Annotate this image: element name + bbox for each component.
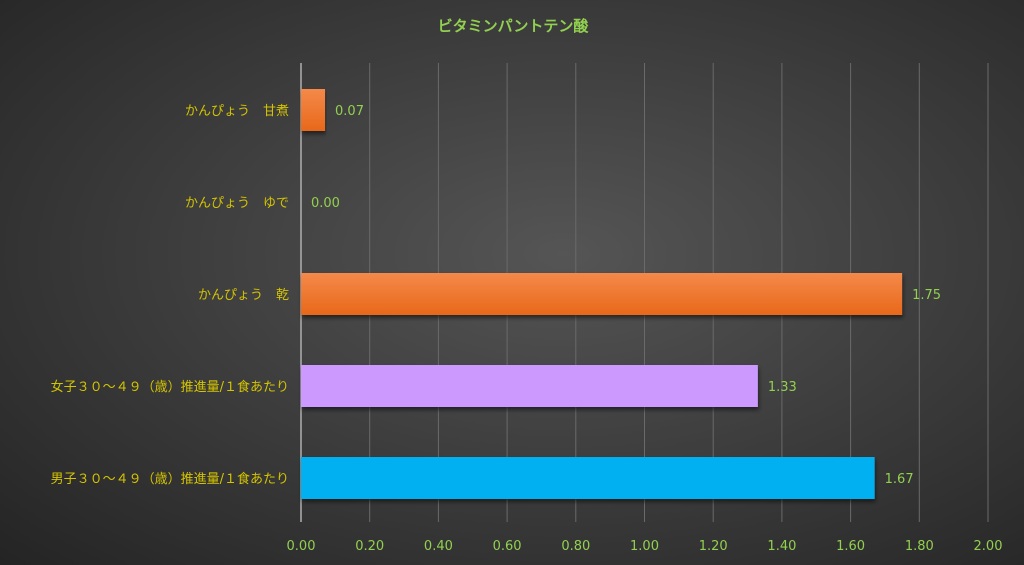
data-label: 0.07 — [335, 104, 364, 119]
data-label: 1.33 — [768, 380, 797, 395]
bar — [301, 457, 875, 499]
chart-title: ビタミンパントテン酸 — [438, 17, 590, 35]
x-tick-label: 0.80 — [561, 539, 590, 554]
x-tick-label: 1.60 — [836, 539, 865, 554]
bar — [301, 89, 326, 131]
data-label: 0.00 — [311, 196, 340, 211]
x-tick-label: 1.00 — [630, 539, 659, 554]
data-label: 1.75 — [912, 288, 941, 303]
data-label: 1.67 — [885, 472, 914, 487]
x-tick-label: 1.40 — [767, 539, 796, 554]
category-label: かんぴょう 甘煮 — [185, 104, 289, 119]
x-tick-label: 0.20 — [355, 539, 384, 554]
x-tick-label: 1.80 — [905, 539, 934, 554]
category-label: かんぴょう 乾 — [198, 288, 289, 303]
x-tick-label: 0.40 — [424, 539, 453, 554]
category-label: 男子３０～４９（歳）推進量/１食あたり — [51, 471, 289, 487]
bar — [301, 365, 758, 407]
x-tick-label: 0.00 — [287, 539, 316, 554]
x-tick-label: 0.60 — [493, 539, 522, 554]
category-label: 女子３０～４９（歳）推進量/１食あたり — [51, 379, 289, 395]
x-tick-label: 2.00 — [974, 539, 1003, 554]
category-label: かんぴょう ゆで — [185, 196, 289, 211]
x-tick-label: 1.20 — [699, 539, 728, 554]
bar — [301, 273, 903, 315]
